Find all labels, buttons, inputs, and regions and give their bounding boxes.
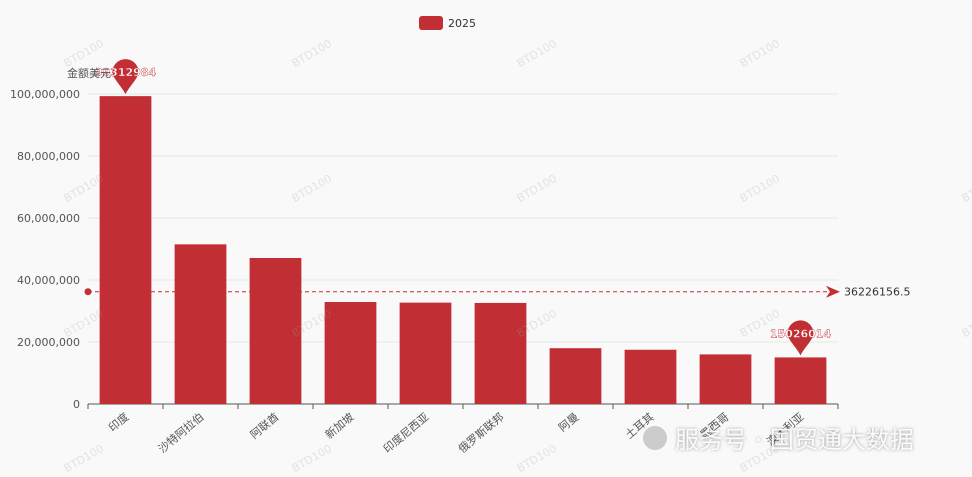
wechat-icon (643, 425, 667, 450)
bar (699, 354, 752, 404)
x-tick-label: 印度 (106, 410, 132, 435)
y-tick-label: 80,000,000 (17, 150, 80, 163)
y-tick-label: 100,000,000 (10, 88, 80, 101)
y-axis-title: 金额美元 (67, 66, 111, 80)
x-tick-label: 阿联酋 (247, 410, 281, 442)
x-tick-label: 俄罗斯联邦 (456, 410, 506, 455)
bar (474, 302, 527, 404)
x-tick-label: 沙特阿拉伯 (155, 410, 206, 456)
x-tick-label: 阿曼 (556, 410, 581, 434)
bar (774, 357, 827, 404)
max-point-pin (112, 59, 139, 95)
bar (249, 257, 302, 404)
bar (624, 349, 677, 404)
y-tick-label: 60,000,000 (17, 212, 80, 225)
average-mark-line: 36226156.5 (84, 285, 910, 299)
legend-swatch (419, 16, 443, 30)
y-tick-label: 0 (73, 398, 80, 411)
average-line-arrow (826, 285, 840, 298)
bar (399, 302, 452, 404)
y-axis: 0 20,000,000 40,000,000 60,000,000 80,000,00… (10, 88, 80, 411)
bar (174, 244, 227, 404)
y-tick-label: 20,000,000 (17, 336, 80, 349)
overlay-text: 服务号 · 国贸通大数据 (675, 426, 914, 454)
bar (99, 96, 152, 404)
legend: 2025 (419, 16, 476, 30)
mark-points: 99312984 15026014 (95, 59, 832, 356)
legend-label: 2025 (448, 17, 476, 30)
bar (324, 302, 377, 404)
average-line-label: 36226156.5 (844, 286, 910, 299)
y-tick-label: 40,000,000 (17, 274, 80, 287)
min-point-label: 15026014 (770, 327, 832, 340)
bar (549, 348, 602, 404)
bar-series (99, 96, 827, 404)
x-tick-label: 新加坡 (322, 410, 356, 442)
max-point-label: 99312984 (95, 66, 157, 79)
wechat-overlay: 服务号 · 国贸通大数据 (643, 420, 914, 455)
min-point-pin (787, 320, 814, 356)
x-tick-label: 印度尼西亚 (380, 410, 431, 456)
